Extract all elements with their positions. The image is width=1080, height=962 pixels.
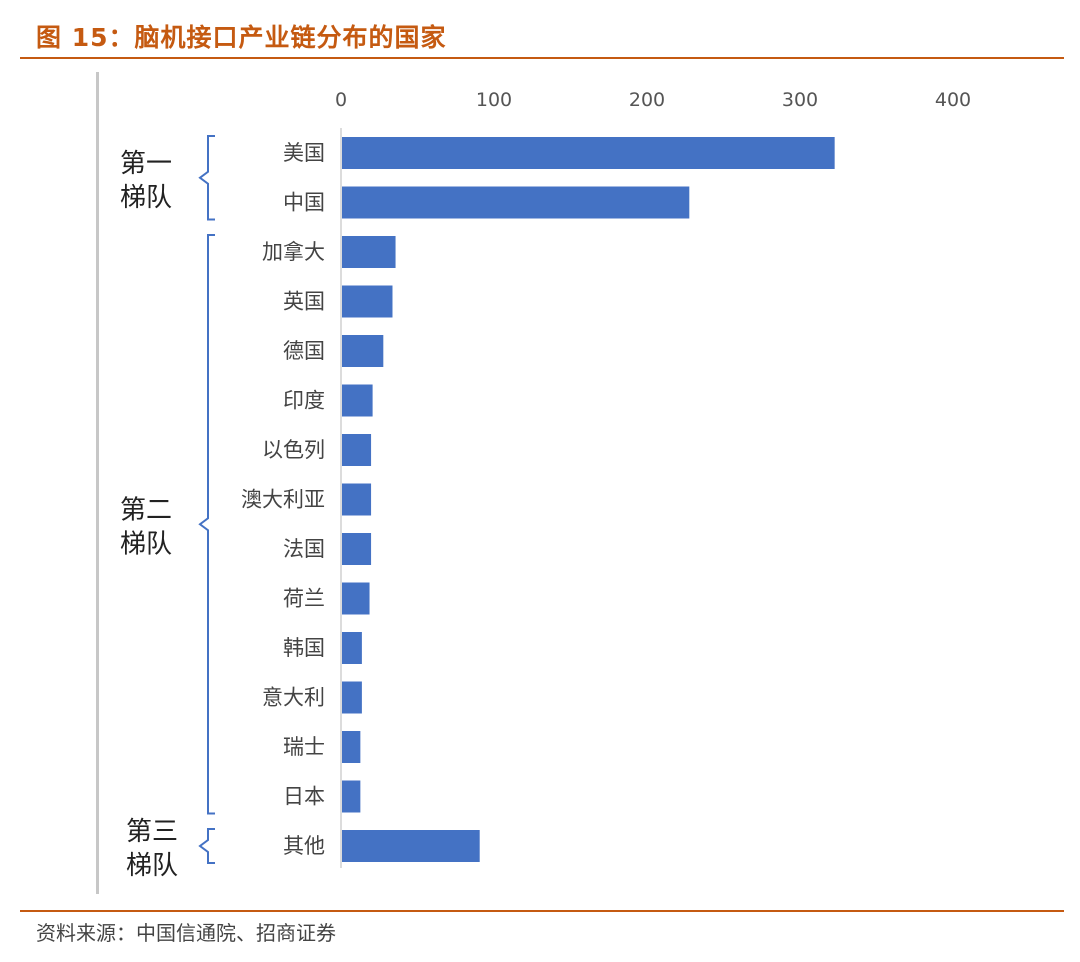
source-rule <box>20 910 1064 912</box>
bar <box>342 285 393 318</box>
category-label: 以色列 <box>262 438 325 462</box>
category-label: 荷兰 <box>283 587 325 611</box>
bar <box>342 731 361 763</box>
tier-label-line2: 梯队 <box>120 183 172 213</box>
bar <box>342 335 384 367</box>
bar <box>342 681 362 714</box>
x-axis-ticks: 0 100 200 300 400 <box>335 89 971 111</box>
x-tick-label: 300 <box>782 89 818 111</box>
chart-left-edge <box>96 72 99 894</box>
bar <box>342 384 373 417</box>
figure-title: 图 15：脑机接口产业链分布的国家 <box>36 23 447 52</box>
category-label: 瑞士 <box>283 735 325 759</box>
bar <box>342 236 396 268</box>
category-label: 意大利 <box>262 686 325 710</box>
tier-bracket <box>198 234 215 815</box>
bar <box>342 137 835 169</box>
category-label: 德国 <box>283 339 325 363</box>
title-rule <box>20 57 1064 59</box>
source-note: 资料来源：中国信通院、招商证券 <box>36 921 336 945</box>
category-label: 韩国 <box>283 636 325 660</box>
category-label: 日本 <box>283 785 325 809</box>
bar <box>342 533 372 565</box>
bar <box>342 632 362 664</box>
category-label: 法国 <box>283 537 325 561</box>
tier-label-line1: 第二 <box>120 495 172 525</box>
tier-label-line2: 梯队 <box>126 851 178 881</box>
category-label: 印度 <box>283 389 325 413</box>
tier-label-line1: 第三 <box>126 817 178 847</box>
x-tick-label: 0 <box>335 89 347 111</box>
bar <box>342 483 372 516</box>
bar <box>342 582 370 615</box>
bars <box>342 137 835 862</box>
category-label: 澳大利亚 <box>241 488 325 512</box>
bar <box>342 186 690 219</box>
bar <box>342 434 372 466</box>
tier-label-line2: 梯队 <box>120 529 172 559</box>
tier-bracket <box>198 828 215 864</box>
x-tick-label: 400 <box>935 89 971 111</box>
category-label: 加拿大 <box>262 240 325 264</box>
tier-label-line1: 第一 <box>120 149 172 179</box>
tier-bracket <box>198 135 215 221</box>
category-label: 英国 <box>283 290 325 314</box>
bar <box>342 780 361 813</box>
category-label: 其他 <box>283 834 325 858</box>
bar <box>342 830 480 862</box>
category-label: 美国 <box>283 141 325 165</box>
x-tick-label: 200 <box>629 89 665 111</box>
category-label: 中国 <box>283 191 325 215</box>
x-tick-label: 100 <box>476 89 512 111</box>
